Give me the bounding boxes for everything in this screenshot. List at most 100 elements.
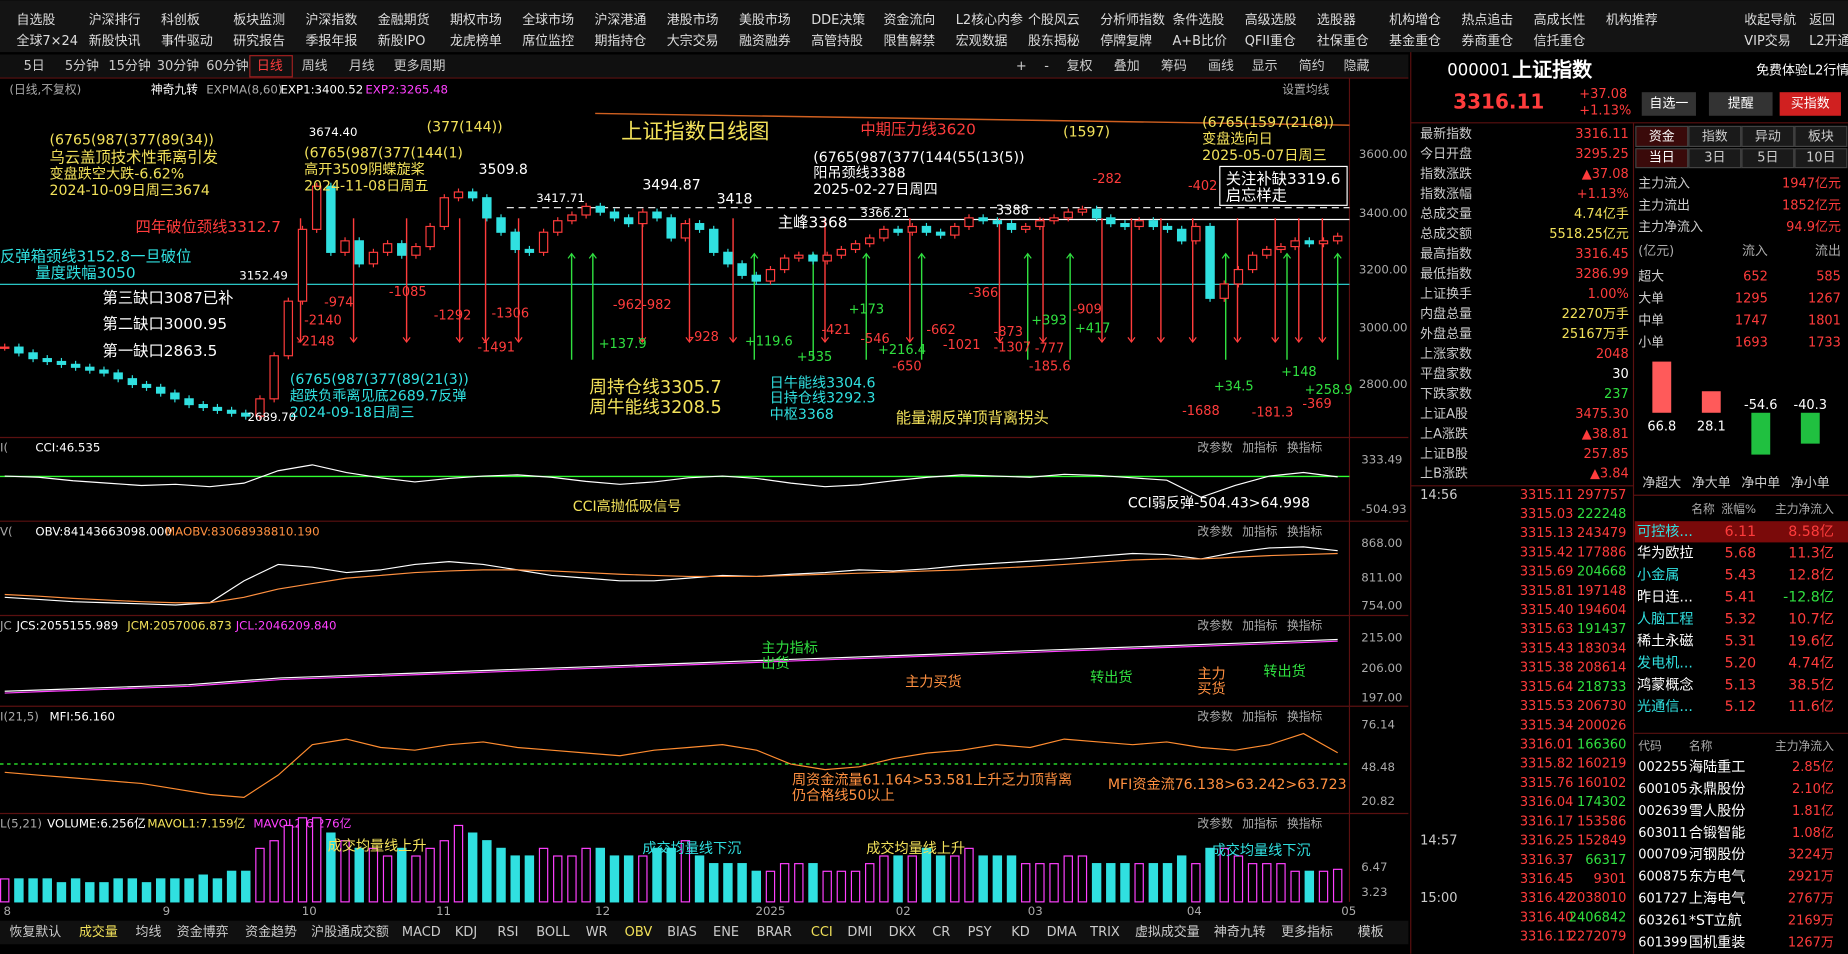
period-button[interactable]: 5日: [24, 59, 45, 74]
sector-cell[interactable]: 光通信...: [1637, 699, 1693, 715]
tool-button[interactable]: 画线: [1208, 59, 1234, 74]
nav-item[interactable]: 宏观数据: [956, 34, 1008, 49]
indicator-tab[interactable]: CR: [932, 925, 950, 940]
period-button[interactable]: 月线: [349, 59, 375, 74]
indicator-tab[interactable]: 资金趋势: [245, 924, 297, 940]
indicator-tab[interactable]: 沪股通成交额: [311, 924, 389, 940]
quote-button[interactable]: [1708, 92, 1773, 116]
nav-item[interactable]: 自选股: [16, 13, 55, 28]
stock-cell[interactable]: 600875: [1638, 870, 1687, 885]
nav-item[interactable]: 全球市场: [522, 12, 574, 28]
period-button[interactable]: 日线: [257, 59, 283, 74]
stock-cell[interactable]: 600105: [1638, 782, 1687, 797]
nav-item[interactable]: 条件选股: [1172, 12, 1224, 28]
stock-cell[interactable]: 上海电气: [1689, 891, 1746, 907]
tool-button[interactable]: 简约: [1299, 58, 1325, 74]
indicator-tab[interactable]: DKX: [889, 925, 916, 940]
quote-button-label[interactable]: 买指数: [1791, 96, 1830, 111]
sector-cell[interactable]: 人脑工程: [1637, 611, 1694, 627]
nav-item[interactable]: 高管持股: [811, 33, 863, 49]
nav-item[interactable]: QFII重仓: [1245, 33, 1296, 49]
panel-button[interactable]: 改参数: [1197, 619, 1233, 633]
period-button[interactable]: 5分钟: [65, 58, 99, 74]
quote-button[interactable]: [1641, 92, 1696, 116]
panel-button[interactable]: 改参数: [1197, 709, 1233, 723]
indicator-tab[interactable]: 均线: [136, 925, 162, 940]
nav-item[interactable]: 港股市场: [667, 12, 719, 28]
indicator-tab[interactable]: TRIX: [1089, 925, 1120, 940]
period-button[interactable]: 60分钟: [206, 58, 248, 74]
stock-cell[interactable]: 603011: [1638, 826, 1687, 841]
panel-button[interactable]: 加指标: [1242, 709, 1278, 723]
nav-item[interactable]: 返回: [1809, 13, 1835, 28]
stock-cell[interactable]: 002639: [1638, 804, 1687, 819]
nav-item[interactable]: 期指持仓: [594, 34, 646, 49]
nav-item[interactable]: 事件驱动: [161, 34, 213, 49]
nav-item[interactable]: L2开通: [1809, 34, 1848, 49]
nav-item[interactable]: 美股市场: [739, 12, 791, 28]
tool-button[interactable]: 显示: [1252, 59, 1278, 74]
stock-cell[interactable]: 合锻智能: [1689, 825, 1746, 841]
period-button[interactable]: 周线: [302, 59, 328, 74]
fund-period-label[interactable]: 当日: [1649, 151, 1675, 166]
nav-item[interactable]: 分析师指数: [1100, 13, 1165, 28]
quote-button[interactable]: [1779, 92, 1841, 116]
indicator-tab[interactable]: PSY: [968, 925, 992, 940]
nav-item[interactable]: 期权市场: [450, 12, 502, 28]
panel-button[interactable]: 换指标: [1287, 817, 1323, 831]
indicator-tab[interactable]: 更多指标: [1281, 925, 1333, 940]
nav-item[interactable]: 研究报告: [233, 34, 285, 49]
stock-cell[interactable]: 雪人股份: [1689, 803, 1746, 819]
nav-item[interactable]: A+B比价: [1172, 34, 1227, 49]
indicator-tab[interactable]: WR: [586, 925, 608, 940]
period-button[interactable]: 30分钟: [157, 58, 199, 74]
nav-item[interactable]: 资金流向: [883, 12, 935, 28]
nav-item[interactable]: 新股快讯: [89, 33, 141, 49]
fund-period-label[interactable]: 10日: [1806, 151, 1835, 166]
nav-item[interactable]: 信托重仓: [1534, 33, 1586, 49]
stock-cell[interactable]: 002255: [1638, 760, 1687, 775]
stock-cell[interactable]: 河钢股份: [1689, 847, 1746, 863]
quote-button-label[interactable]: 提醒: [1728, 95, 1754, 111]
indicator-tab[interactable]: KD: [1011, 925, 1029, 940]
indicator-tab[interactable]: DMI: [847, 925, 872, 940]
stock-cell[interactable]: 601399: [1638, 935, 1687, 950]
fund-tab-label[interactable]: 资金: [1649, 128, 1675, 144]
panel-button[interactable]: 换指标: [1287, 619, 1323, 633]
nav-item[interactable]: 金融期货: [378, 12, 430, 28]
panel-button[interactable]: 换指标: [1287, 441, 1323, 455]
sector-cell[interactable]: 可控核...: [1637, 524, 1693, 540]
fund-tab-label[interactable]: 指数: [1702, 129, 1728, 144]
sector-cell[interactable]: 发电机...: [1637, 655, 1693, 671]
nav-item[interactable]: 热点追击: [1461, 12, 1513, 28]
period-button[interactable]: 更多周期: [394, 59, 446, 74]
indicator-tab[interactable]: 模板: [1358, 925, 1384, 940]
panel-button[interactable]: 换指标: [1287, 709, 1323, 723]
stock-cell[interactable]: 东方电气: [1689, 869, 1746, 885]
nav-item[interactable]: 沪深指数: [305, 12, 357, 28]
nav-item[interactable]: 全球7×24: [16, 33, 77, 49]
tool-button[interactable]: -: [1044, 59, 1049, 74]
indicator-tab[interactable]: BIAS: [667, 925, 697, 940]
nav-item[interactable]: 社保重仓: [1317, 33, 1369, 49]
indicator-tab[interactable]: 神奇九转: [1214, 924, 1266, 940]
quote-button-label[interactable]: 自选一: [1649, 96, 1688, 111]
indicator-tab[interactable]: 资金博弈: [177, 924, 229, 940]
fund-period-label[interactable]: 5日: [1757, 151, 1778, 166]
chart-header[interactable]: 设置均线: [1282, 82, 1329, 96]
nav-item[interactable]: 席位监控: [522, 33, 574, 49]
panel-button[interactable]: 改参数: [1197, 524, 1233, 538]
nav-item[interactable]: 基金重仓: [1389, 33, 1441, 49]
stock-cell[interactable]: 海陆重工: [1689, 760, 1746, 776]
nav-item[interactable]: 新股IPO: [378, 33, 426, 49]
indicator-tab[interactable]: 成交量: [79, 924, 118, 940]
stock-cell[interactable]: 国机重装: [1689, 935, 1746, 951]
indicator-tab[interactable]: MACD: [402, 925, 441, 940]
indicator-tab[interactable]: DMA: [1047, 925, 1077, 940]
sector-cell[interactable]: 鸿蒙概念: [1637, 676, 1694, 693]
stock-cell[interactable]: 000709: [1638, 848, 1687, 863]
nav-item[interactable]: 机构推荐: [1606, 13, 1658, 28]
fund-period[interactable]: [1635, 148, 1689, 169]
indicator-tab[interactable]: BRAR: [757, 925, 792, 940]
stock-cell[interactable]: 永鼎股份: [1689, 781, 1746, 797]
